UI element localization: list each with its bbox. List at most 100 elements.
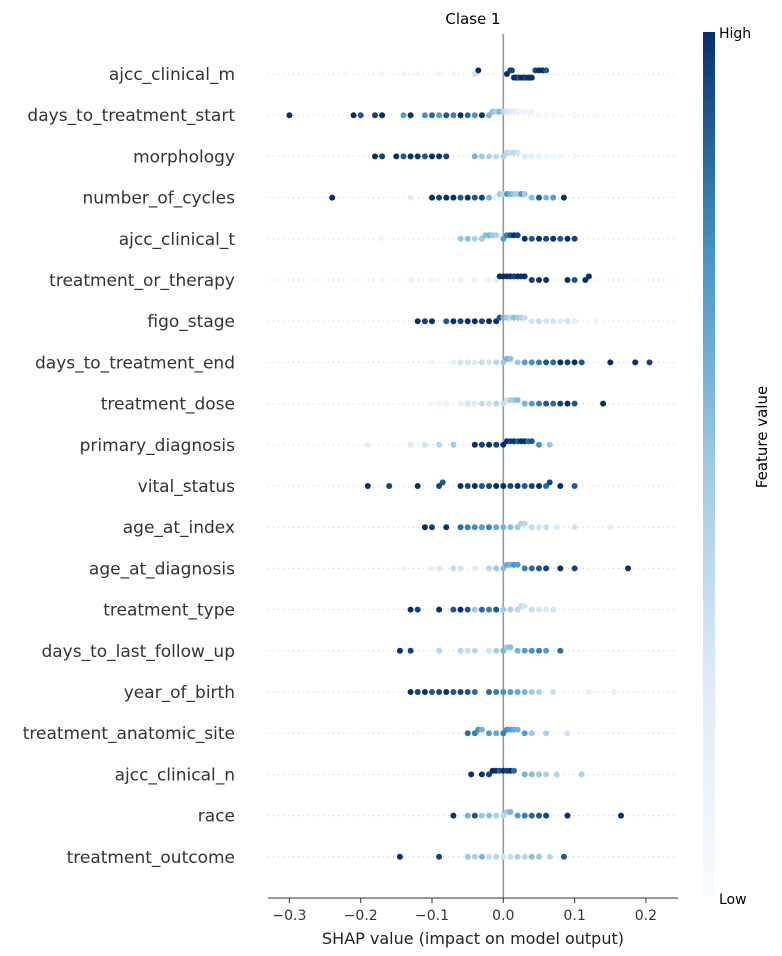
shap-point xyxy=(528,438,535,445)
shap-point xyxy=(571,318,578,325)
shap-point xyxy=(507,689,514,695)
shap-point xyxy=(357,112,364,119)
shap-point xyxy=(486,483,492,489)
feature-label: treatment_anatomic_site xyxy=(23,724,235,744)
shap-point xyxy=(536,441,542,448)
shap-point xyxy=(528,730,535,737)
shap-point xyxy=(546,441,553,448)
shap-point xyxy=(550,606,557,613)
colorbar-high-label: High xyxy=(719,26,751,42)
feature-label: year_of_birth xyxy=(124,683,235,703)
shap-point xyxy=(578,359,585,366)
shap-point xyxy=(528,108,535,115)
shap-point xyxy=(457,194,464,201)
shap-point xyxy=(508,67,515,74)
shap-point xyxy=(429,153,435,160)
shap-point xyxy=(564,318,571,325)
shap-point xyxy=(343,71,350,77)
feature-label: days_to_treatment_start xyxy=(27,106,235,126)
shap-point xyxy=(450,441,457,448)
shap-point xyxy=(471,483,478,489)
shap-point xyxy=(464,318,471,325)
shap-point xyxy=(486,689,492,695)
shap-point xyxy=(436,853,443,860)
row-guides xyxy=(268,73,678,858)
shap-point xyxy=(493,647,500,654)
shap-point xyxy=(571,277,578,283)
shap-point xyxy=(407,194,414,201)
shap-point xyxy=(521,647,528,654)
shap-point xyxy=(543,524,550,531)
shap-point xyxy=(521,273,528,280)
shap-point xyxy=(543,67,550,74)
shap-point xyxy=(571,359,578,366)
shap-point xyxy=(464,730,471,737)
shap-point xyxy=(543,277,550,283)
shap-point xyxy=(429,318,435,325)
shap-point xyxy=(521,153,528,160)
feature-label: ajcc_clinical_n xyxy=(115,765,235,785)
shap-point xyxy=(478,441,485,448)
shap-point xyxy=(564,812,571,819)
shap-point xyxy=(493,359,500,366)
shap-point xyxy=(521,235,528,242)
shap-point xyxy=(521,812,528,819)
shap-point xyxy=(364,441,371,448)
shap-point xyxy=(450,112,457,119)
shap-point xyxy=(478,400,485,407)
shap-point xyxy=(521,483,528,489)
shap-point xyxy=(443,194,450,201)
shap-point xyxy=(493,689,500,695)
shap-point xyxy=(443,112,450,119)
shap-point xyxy=(414,730,421,737)
shap-point xyxy=(507,809,514,815)
shap-point xyxy=(521,689,528,695)
feature-label: figo_stage xyxy=(147,312,235,332)
shap-point xyxy=(429,524,435,531)
shap-point xyxy=(493,524,500,531)
shap-point xyxy=(550,235,557,242)
shap-point xyxy=(528,318,535,325)
shap-point xyxy=(436,647,443,654)
shap-point xyxy=(521,730,528,737)
shap-point xyxy=(550,153,557,160)
shap-point xyxy=(486,400,492,407)
shap-point xyxy=(514,232,521,239)
shap-point xyxy=(372,112,378,119)
shap-point xyxy=(478,524,485,531)
shap-point xyxy=(528,812,535,819)
shap-point xyxy=(400,153,407,160)
shap-point xyxy=(557,565,564,572)
shap-point xyxy=(450,194,457,201)
shap-point xyxy=(464,606,471,613)
shap-point xyxy=(407,689,414,695)
shap-point xyxy=(436,112,443,119)
shap-point xyxy=(464,400,471,407)
shap-point xyxy=(450,565,457,572)
shap-point xyxy=(372,153,378,160)
shap-point xyxy=(457,524,464,531)
shap-point xyxy=(396,853,403,860)
shap-point xyxy=(585,273,592,280)
shap-point xyxy=(493,153,500,160)
shap-point xyxy=(436,400,443,407)
shap-point xyxy=(486,359,492,366)
shap-point xyxy=(478,359,485,366)
feature-label: treatment_outcome xyxy=(67,848,235,868)
shap-point xyxy=(528,524,535,531)
chart-title: Clase 1 xyxy=(445,10,500,28)
shap-point xyxy=(528,194,535,201)
shap-point xyxy=(471,689,478,695)
shap-point xyxy=(407,277,414,283)
shap-point xyxy=(536,359,542,366)
feature-label: age_at_index xyxy=(123,518,235,538)
shap-point xyxy=(536,235,542,242)
shap-point xyxy=(536,400,542,407)
shap-point xyxy=(543,400,550,407)
shap-point xyxy=(514,149,521,156)
colorbar-low-label: Low xyxy=(719,892,747,908)
shap-point xyxy=(528,277,535,283)
shap-point xyxy=(564,730,571,737)
shap-point xyxy=(593,318,599,325)
